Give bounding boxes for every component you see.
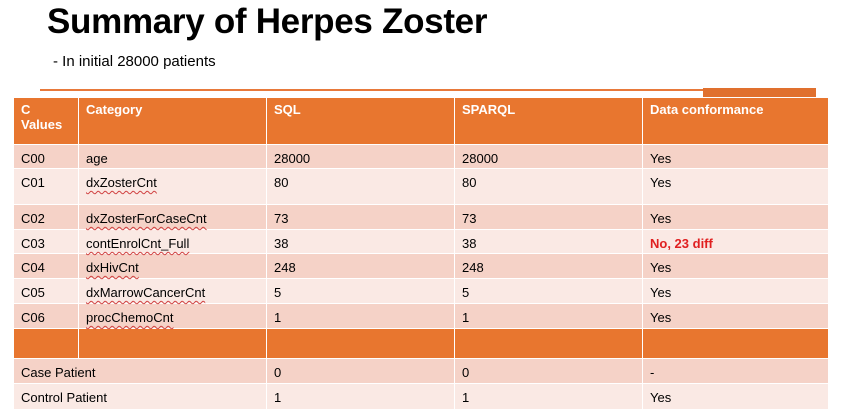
cell-sparql: 248 <box>454 253 643 279</box>
cell-sql: 0 <box>266 358 455 384</box>
cell-category: dxHivCnt <box>78 253 267 279</box>
header-c-values: C Values <box>13 97 79 145</box>
cell-conformance: Yes <box>642 253 829 279</box>
cell-category: dxZosterForCaseCnt <box>78 204 267 230</box>
cell-c-value: C05 <box>13 278 79 304</box>
cell-sql: 1 <box>266 303 455 329</box>
table-row: C03 contEnrolCnt_Full 38 38 No, 23 diff <box>13 229 829 254</box>
cell-category: contEnrolCnt_Full <box>78 229 267 254</box>
cell-sql: 5 <box>266 278 455 304</box>
cell-conformance: Yes <box>642 303 829 329</box>
table-row: C05 dxMarrowCancerCnt 5 5 Yes <box>13 278 829 304</box>
cell-category: dxZosterCnt <box>78 168 267 205</box>
title-divider <box>40 89 703 91</box>
cell-conformance: - <box>642 358 829 384</box>
category-text: dxHivCnt <box>86 260 139 275</box>
category-text: dxZosterCnt <box>86 175 157 190</box>
cell-sparql: 80 <box>454 168 643 205</box>
table-row: C06 procChemoCnt 1 1 Yes <box>13 303 829 329</box>
table-row: C02 dxZosterForCaseCnt 73 73 Yes <box>13 204 829 230</box>
cell-conformance: Yes <box>642 204 829 230</box>
category-text: dxMarrowCancerCnt <box>86 285 206 300</box>
slide-subtitle: - In initial 28000 patients <box>53 53 216 70</box>
cell-sparql: 0 <box>454 358 643 384</box>
header-sparql: SPARQL <box>454 97 643 145</box>
cell-category: dxMarrowCancerCnt <box>78 278 267 304</box>
category-text: contEnrolCnt_Full <box>86 236 190 251</box>
cell-patient-label: Case Patient <box>13 358 267 384</box>
cell-c-value: C01 <box>13 168 79 205</box>
cell-sparql: 28000 <box>454 144 643 169</box>
cell-category: age <box>78 144 267 169</box>
accent-block <box>703 88 816 97</box>
cell-sparql: 5 <box>454 278 643 304</box>
cell-sql: 73 <box>266 204 455 230</box>
cell-sparql: 38 <box>454 229 643 254</box>
section-separator-row <box>13 328 829 359</box>
table-header-row: C Values Category SQL SPARQL Data confor… <box>13 97 829 145</box>
cell-sql: 80 <box>266 168 455 205</box>
cell-sparql: 73 <box>454 204 643 230</box>
cell-sql: 38 <box>266 229 455 254</box>
table-row: C00 age 28000 28000 Yes <box>13 144 829 169</box>
header-data-conformance: Data conformance <box>642 97 829 145</box>
cell-c-value: C06 <box>13 303 79 329</box>
category-text: dxZosterForCaseCnt <box>86 211 207 226</box>
cell-sparql: 1 <box>454 303 643 329</box>
cell-conformance: Yes <box>642 278 829 304</box>
summary-table: C Values Category SQL SPARQL Data confor… <box>13 97 829 410</box>
cell-conformance: Yes <box>642 144 829 169</box>
table-row: Case Patient 0 0 - <box>13 358 829 384</box>
cell-c-value: C03 <box>13 229 79 254</box>
cell-c-value: C00 <box>13 144 79 169</box>
cell-sql: 28000 <box>266 144 455 169</box>
cell-conformance: Yes <box>642 168 829 205</box>
header-sql: SQL <box>266 97 455 145</box>
cell-c-value: C04 <box>13 253 79 279</box>
slide-title: Summary of Herpes Zoster <box>47 2 488 41</box>
table-row: C01 dxZosterCnt 80 80 Yes <box>13 168 829 205</box>
category-text: procChemoCnt <box>86 310 174 325</box>
cell-conformance: No, 23 diff <box>642 229 829 254</box>
header-category: Category <box>78 97 267 145</box>
cell-sql: 248 <box>266 253 455 279</box>
cell-c-value: C02 <box>13 204 79 230</box>
table-row: C04 dxHivCnt 248 248 Yes <box>13 253 829 279</box>
cell-category: procChemoCnt <box>78 303 267 329</box>
